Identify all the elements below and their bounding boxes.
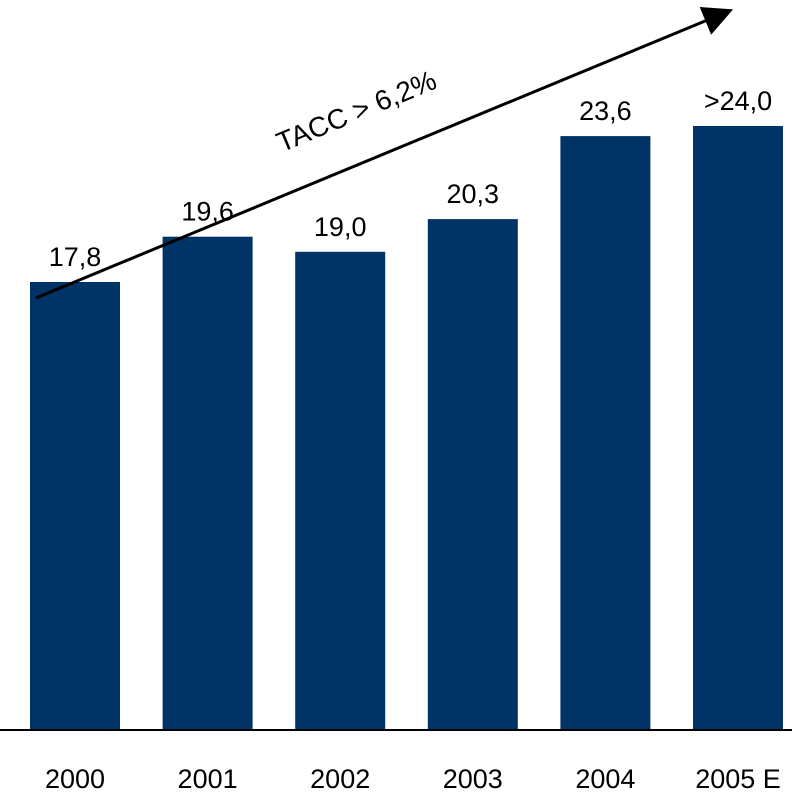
value-label: 17,8 — [49, 242, 102, 272]
bar-2000 — [30, 282, 120, 730]
category-tick-label: 2001 — [178, 764, 238, 790]
bars-layer — [30, 126, 783, 731]
category-tick-labels: 2000 2001 2002 2003 2004 2005 E — [45, 764, 781, 794]
value-label: 19,6 — [181, 197, 234, 227]
category-tick-label: 2005 E — [695, 764, 781, 790]
bar-2005-e — [693, 126, 783, 730]
bar-2002 — [295, 251, 386, 731]
bar-2001 — [162, 236, 253, 730]
trend-arrow — [35, 7, 734, 300]
category-tick-label: 2002 — [310, 764, 370, 790]
trend-label: TACC > 6,2% — [272, 64, 441, 158]
value-label: 23,6 — [579, 96, 632, 126]
bar-2004 — [560, 136, 651, 731]
value-label: >24,0 — [704, 86, 772, 116]
category-tick-label: 2004 — [575, 764, 635, 790]
bar-2003 — [427, 219, 518, 730]
category-tick-label: 2000 — [45, 764, 105, 790]
value-label: 20,3 — [447, 179, 500, 209]
category-tick-label: 2003 — [443, 764, 503, 790]
value-label: 19,0 — [314, 212, 367, 242]
value-labels-layer: 17,8 19,6 19,0 20,3 23,6 >24,0 — [49, 86, 772, 272]
